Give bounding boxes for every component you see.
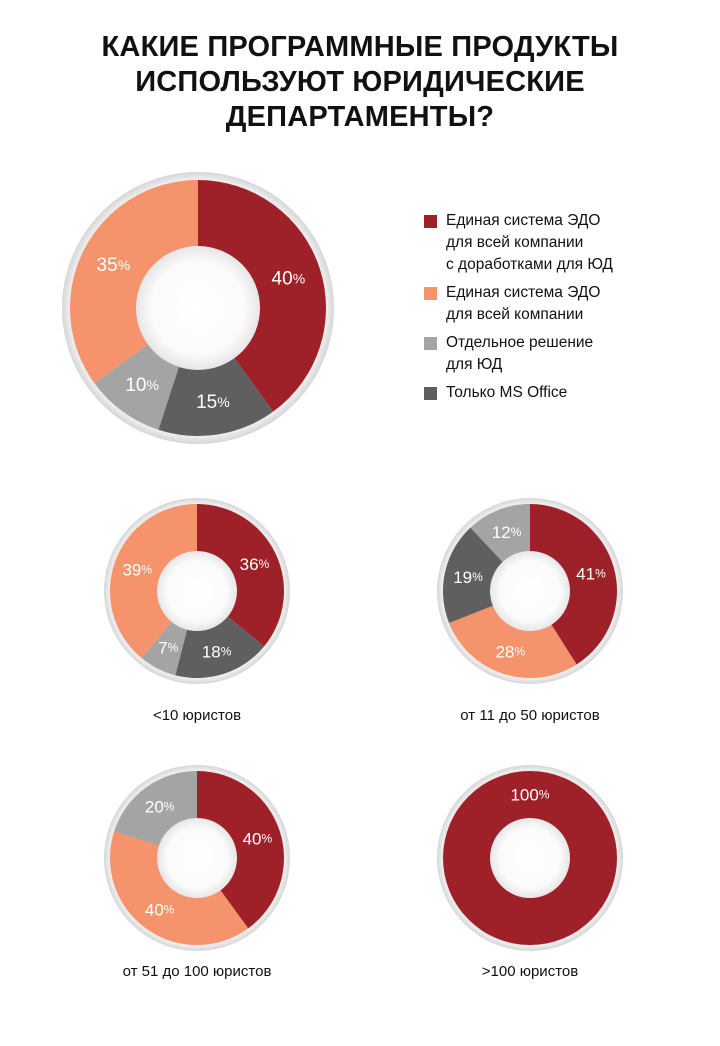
slice-data-label: 19%	[453, 568, 483, 587]
donut-slice-ms-office	[158, 308, 274, 436]
donut-slice-edo-custom	[198, 180, 326, 412]
donut-chart-under-10: 36% 18% 7% 39%	[104, 498, 290, 684]
slice-data-label: 40%	[272, 268, 306, 289]
slice-data-label: 40%	[243, 829, 273, 848]
legend: Единая система ЭДО для всей компании с д…	[424, 210, 704, 410]
slice-data-label: 18%	[202, 642, 232, 661]
legend-swatch	[424, 337, 437, 350]
donut-hole	[490, 551, 570, 631]
slice-data-label: 36%	[240, 554, 270, 573]
donut-hole	[157, 818, 237, 898]
chart-caption: от 11 до 50 юристов	[460, 707, 600, 724]
donut-hole	[157, 551, 237, 631]
donut-chart-11-50: 41% 28% 19% 12%	[437, 498, 623, 684]
slice-data-label: 40%	[145, 900, 175, 919]
chart-caption: <10 юристов	[152, 707, 242, 724]
legend-line: Единая система ЭДО	[446, 212, 601, 229]
legend-line: для всей компании	[446, 234, 584, 251]
slice-data-label: 20%	[145, 797, 175, 816]
slice-data-label: 28%	[496, 642, 526, 661]
legend-label: Только MS Office	[446, 382, 704, 404]
donut-slice-edo	[110, 504, 197, 659]
donut-slice-edo	[449, 591, 577, 678]
slice-data-label: 10%	[125, 374, 159, 395]
title-line: ДЕПАРТАМЕНТЫ?	[225, 101, 495, 133]
legend-line: Отдельное решение	[446, 334, 594, 351]
legend-swatch	[424, 215, 437, 228]
legend-label: Единая система ЭДО для всей компании	[446, 282, 704, 326]
donut-slice-edo-custom	[197, 504, 284, 647]
chart-caption: от 51 до 100 юристов	[122, 963, 272, 980]
legend-swatch	[424, 287, 437, 300]
legend-line: с доработками для ЮД	[446, 256, 613, 273]
legend-swatch	[424, 387, 437, 400]
legend-line: Единая система ЭДО	[446, 284, 601, 301]
donut-hole	[136, 246, 260, 370]
donut-slice-edo-custom	[197, 771, 284, 929]
slice-data-label: 100%	[510, 785, 549, 804]
legend-item-separate: Отдельное решение для ЮД	[424, 332, 704, 376]
legend-line: для ЮД	[446, 356, 503, 373]
legend-item-edo-custom: Единая система ЭДО для всей компании с д…	[424, 210, 704, 276]
title-line: КАКИЕ ПРОГРАММНЫЕ ПРОДУКТЫ	[101, 31, 619, 63]
chart-title: КАКИЕ ПРОГРАММНЫЕ ПРОДУКТЫ ИСПОЛЬЗУЮТ ЮР…	[40, 30, 680, 135]
donut-slice-edo	[70, 180, 198, 384]
slice-data-label: 39%	[122, 560, 152, 579]
legend-line: для всей компании	[446, 306, 584, 323]
donut-chart-51-100: 40% 40% 20%	[104, 765, 290, 951]
legend-line: Только MS Office	[446, 384, 568, 401]
donut-chart-overall: 40% 15% 10% 35%	[62, 172, 334, 444]
slice-data-label: 35%	[97, 254, 131, 275]
legend-item-edo: Единая система ЭДО для всей компании	[424, 282, 704, 326]
donut-hole	[490, 818, 570, 898]
legend-item-ms-office: Только MS Office	[424, 382, 704, 404]
slice-data-label: 41%	[576, 564, 606, 583]
slice-data-label: 15%	[196, 391, 230, 412]
slice-data-label: 7%	[158, 638, 178, 657]
title-line: ИСПОЛЬЗУЮТ ЮРИДИЧЕСКИЕ	[135, 66, 585, 98]
chart-caption: >100 юристов	[481, 963, 579, 980]
legend-label: Отдельное решение для ЮД	[446, 332, 704, 376]
slice-data-label: 12%	[492, 522, 522, 541]
donut-chart-over-100: 100%	[437, 765, 623, 951]
legend-label: Единая система ЭДО для всей компании с д…	[446, 210, 704, 276]
